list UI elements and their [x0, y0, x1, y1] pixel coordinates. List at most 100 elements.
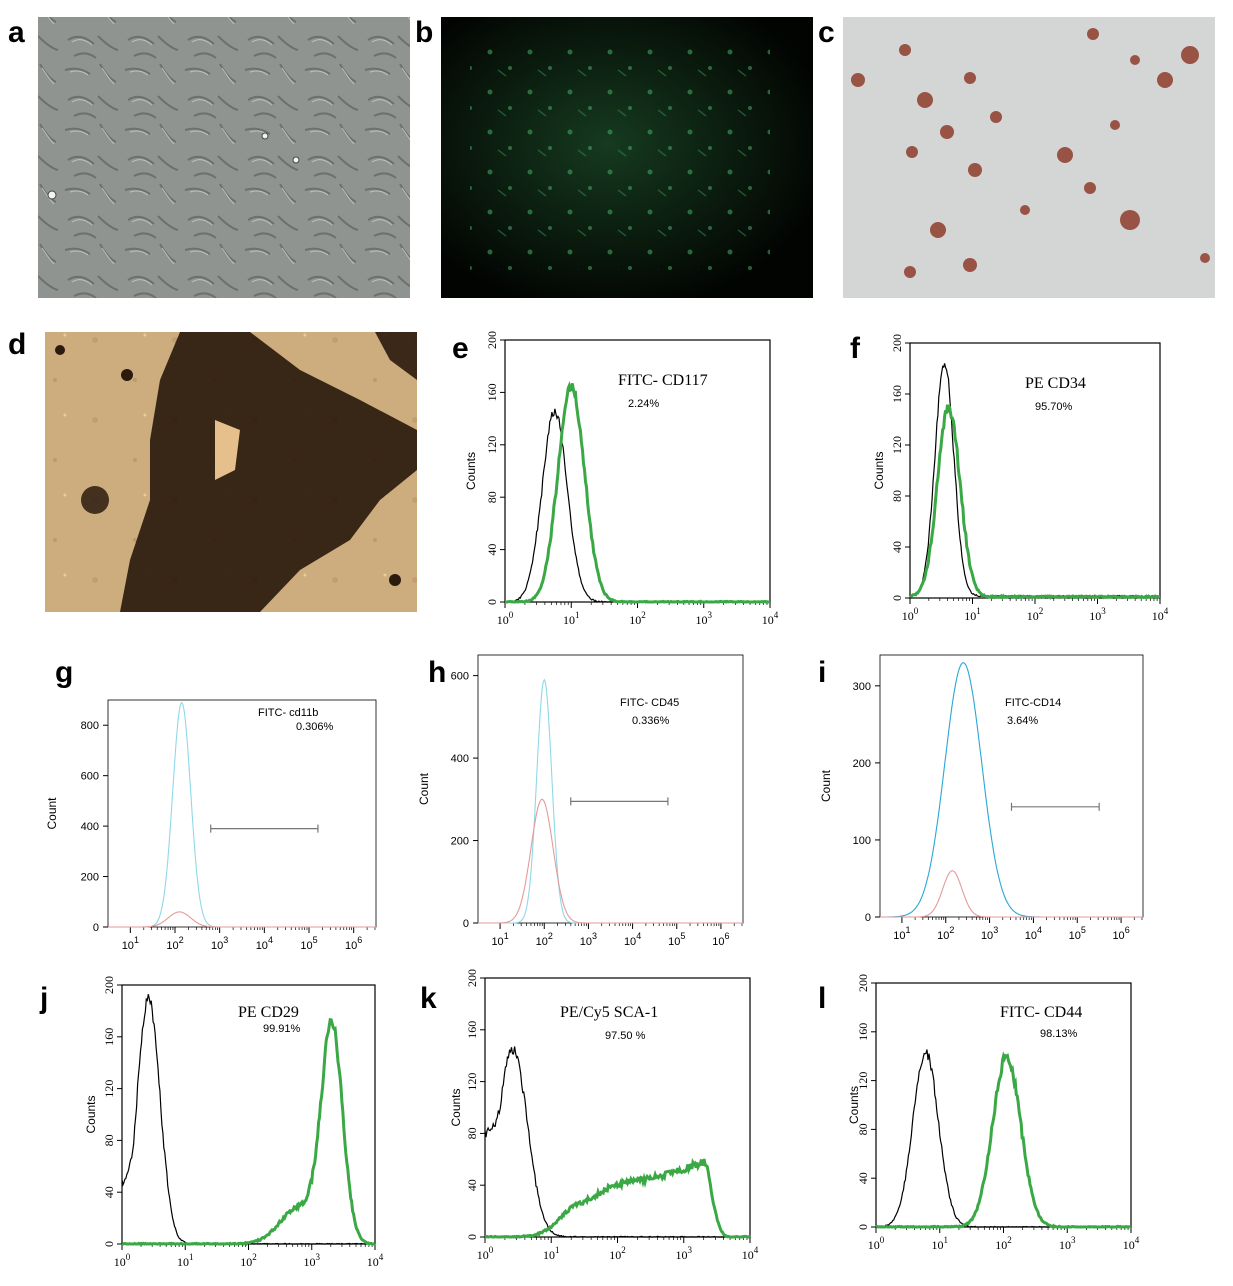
y-tick-label: 120 [485, 436, 499, 454]
percent-label: 0.306% [296, 721, 334, 733]
y-tick-label: 600 [81, 771, 99, 783]
y-tick-label: 40 [856, 1172, 870, 1184]
x-tick-label: 106 [345, 935, 362, 952]
x-tick-label: 100 [497, 610, 514, 627]
y-tick-label: 300 [853, 681, 871, 693]
x-tick-label: 105 [1069, 925, 1086, 942]
marker-label: FITC- CD44 [1000, 1004, 1082, 1021]
y-tick-label: 0 [102, 1241, 116, 1247]
y-tick-label: 160 [485, 383, 499, 401]
panel-label-i: i [818, 656, 826, 689]
y-tick-label: 160 [465, 1021, 479, 1039]
histogram-cd45: 0 200 400 600 101 102 103 104 105 106 Count FITC- C… [417, 654, 744, 948]
x-tick-label: 103 [696, 610, 713, 627]
x-tick-label: 103 [211, 935, 228, 952]
x-tick-label: 103 [1059, 1235, 1076, 1252]
panel-label-b: b [415, 16, 433, 49]
x-tick-label: 101 [491, 931, 508, 948]
plot-frame [477, 654, 744, 924]
y-tick-label: 400 [451, 753, 469, 765]
micrograph-c [843, 17, 1215, 298]
marker-label: PE/Cy5 SCA-1 [560, 1004, 658, 1021]
y-tick-label: 40 [485, 544, 499, 556]
x-tick-label: 101 [964, 606, 981, 623]
x-tick-label: 101 [893, 925, 910, 942]
x-tick-label: 102 [629, 610, 646, 627]
percent-label: 99.91% [263, 1023, 301, 1035]
x-tick-label: 100 [114, 1252, 131, 1269]
y-tick-label: 600 [451, 671, 469, 683]
histogram-cd44: 0 40 80 120 160 200 100 101 102 103 104 Counts FITC-… [847, 974, 1140, 1252]
y-tick-label: 0 [463, 918, 469, 930]
y-tick-label: 160 [102, 1028, 116, 1046]
x-tick-label: 102 [166, 935, 183, 952]
x-tick-label: 103 [981, 925, 998, 942]
y-tick-label: 0 [93, 922, 99, 934]
panel-label-f: f [850, 332, 861, 365]
x-tick-label: 104 [1152, 606, 1169, 623]
y-tick-label: 200 [856, 974, 870, 992]
y-tick-label: 80 [485, 491, 499, 503]
y-axis-title: Counts [847, 1086, 861, 1124]
y-axis-title: Count [417, 772, 431, 805]
x-tick-label: 102 [995, 1235, 1012, 1252]
y-tick-label: 0 [465, 1234, 479, 1240]
x-tick-label: 102 [937, 925, 954, 942]
y-tick-label: 120 [890, 436, 904, 454]
x-tick-label: 106 [1112, 925, 1129, 942]
percent-label: 2.24% [628, 398, 659, 410]
percent-label: 98.13% [1040, 1028, 1078, 1040]
panel-label-g: g [55, 656, 73, 689]
y-tick-label: 200 [485, 331, 499, 349]
y-tick-label: 200 [853, 758, 871, 770]
y-tick-label: 200 [451, 836, 469, 848]
y-tick-label: 200 [465, 969, 479, 987]
y-tick-label: 0 [865, 912, 871, 924]
x-tick-label: 100 [477, 1245, 494, 1262]
x-tick-label: 104 [367, 1252, 384, 1269]
y-axis-title: Count [819, 769, 833, 802]
panel-label-a: a [8, 16, 25, 49]
x-tick-label: 103 [676, 1245, 693, 1262]
series-line-0 [909, 363, 1160, 598]
y-axis-title: Counts [84, 1095, 98, 1133]
micrograph-d [45, 332, 417, 612]
y-tick-label: 120 [465, 1073, 479, 1091]
y-tick-label: 200 [102, 976, 116, 994]
histogram-cd14: 0 100 200 300 101 102 103 104 105 106 Count FITC-CD… [819, 654, 1144, 942]
x-tick-label: 101 [177, 1252, 194, 1269]
y-tick-label: 160 [890, 385, 904, 403]
y-tick-label: 80 [890, 490, 904, 502]
x-tick-label: 104 [762, 610, 779, 627]
x-tick-label: 106 [712, 931, 729, 948]
series-line-0 [108, 702, 376, 928]
percent-label: 95.70% [1035, 401, 1073, 413]
x-tick-label: 103 [304, 1252, 321, 1269]
y-tick-label: 120 [856, 1072, 870, 1090]
x-tick-label: 105 [300, 935, 317, 952]
marker-label: PE CD34 [1025, 375, 1086, 392]
y-tick-label: 0 [485, 599, 499, 605]
y-tick-label: 100 [853, 835, 871, 847]
x-tick-label: 103 [580, 931, 597, 948]
marker-label: PE CD29 [238, 1004, 299, 1021]
x-tick-label: 102 [1027, 606, 1044, 623]
panel-label-e: e [452, 332, 469, 365]
x-tick-label: 104 [256, 935, 273, 952]
percent-label: 3.64% [1007, 715, 1038, 727]
x-tick-label: 104 [1025, 925, 1042, 942]
y-tick-label: 40 [465, 1179, 479, 1191]
y-tick-label: 400 [81, 821, 99, 833]
x-tick-label: 101 [543, 1245, 560, 1262]
plot-frame [107, 699, 377, 928]
y-tick-label: 0 [890, 595, 904, 601]
series-line-1 [484, 1157, 751, 1239]
marker-label: FITC- CD45 [620, 697, 679, 709]
series-line-1 [478, 798, 743, 924]
series-line-0 [484, 1046, 751, 1238]
marker-label: FITC- CD117 [618, 372, 708, 389]
series-line-0 [875, 1049, 1132, 1228]
panel-label-l: l [818, 982, 826, 1015]
panel-label-h: h [428, 656, 446, 689]
